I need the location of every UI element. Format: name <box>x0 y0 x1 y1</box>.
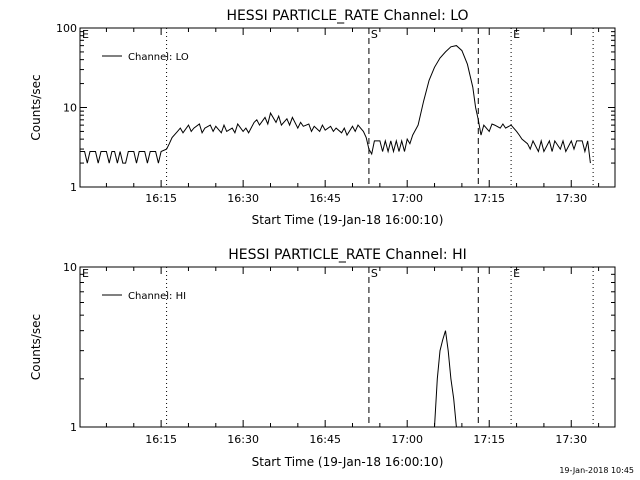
x-tick-label: 17:15 <box>473 192 505 205</box>
event-marker-label: E <box>513 267 520 280</box>
x-tick-label: 16:45 <box>309 192 341 205</box>
event-marker-label: S <box>371 28 378 41</box>
y-tick-label: 10 <box>63 102 77 115</box>
y-axis-label: Counts/sec <box>29 314 43 380</box>
series-line <box>80 45 591 164</box>
x-tick-label: 17:00 <box>391 192 423 205</box>
event-marker-label: E <box>82 28 89 41</box>
legend-label: Channel: LO <box>128 52 189 63</box>
x-axis-label: Start Time (19-Jan-18 16:00:10) <box>252 455 444 469</box>
x-tick-label: 17:00 <box>391 433 423 446</box>
x-tick-label: 16:30 <box>227 433 259 446</box>
x-axis-label: Start Time (19-Jan-18 16:00:10) <box>252 213 444 227</box>
event-marker-label: E <box>82 267 89 280</box>
x-tick-label: 17:30 <box>555 192 587 205</box>
event-marker-label: S <box>371 267 378 280</box>
series-line <box>434 330 457 428</box>
x-tick-label: 17:30 <box>555 433 587 446</box>
y-axis-label: Counts/sec <box>29 74 43 140</box>
x-tick-label: 16:30 <box>227 192 259 205</box>
x-tick-label: 16:45 <box>309 433 341 446</box>
x-tick-label: 17:15 <box>473 433 505 446</box>
chart-title: HESSI PARTICLE_RATE Channel: LO <box>226 8 468 24</box>
y-tick-label: 1 <box>70 181 77 194</box>
x-tick-label: 16:15 <box>145 433 177 446</box>
timestamp-label: 19-Jan-2018 10:45 <box>559 466 634 475</box>
chart-title: HESSI PARTICLE_RATE Channel: HI <box>228 247 466 263</box>
y-tick-label: 1 <box>70 421 77 434</box>
y-tick-label: 10 <box>63 261 77 274</box>
x-tick-label: 16:15 <box>145 192 177 205</box>
plot-frame <box>79 266 616 428</box>
event-marker-label: E <box>513 28 520 41</box>
legend-label: Channel: HI <box>128 291 186 302</box>
y-tick-label: 100 <box>56 22 77 35</box>
